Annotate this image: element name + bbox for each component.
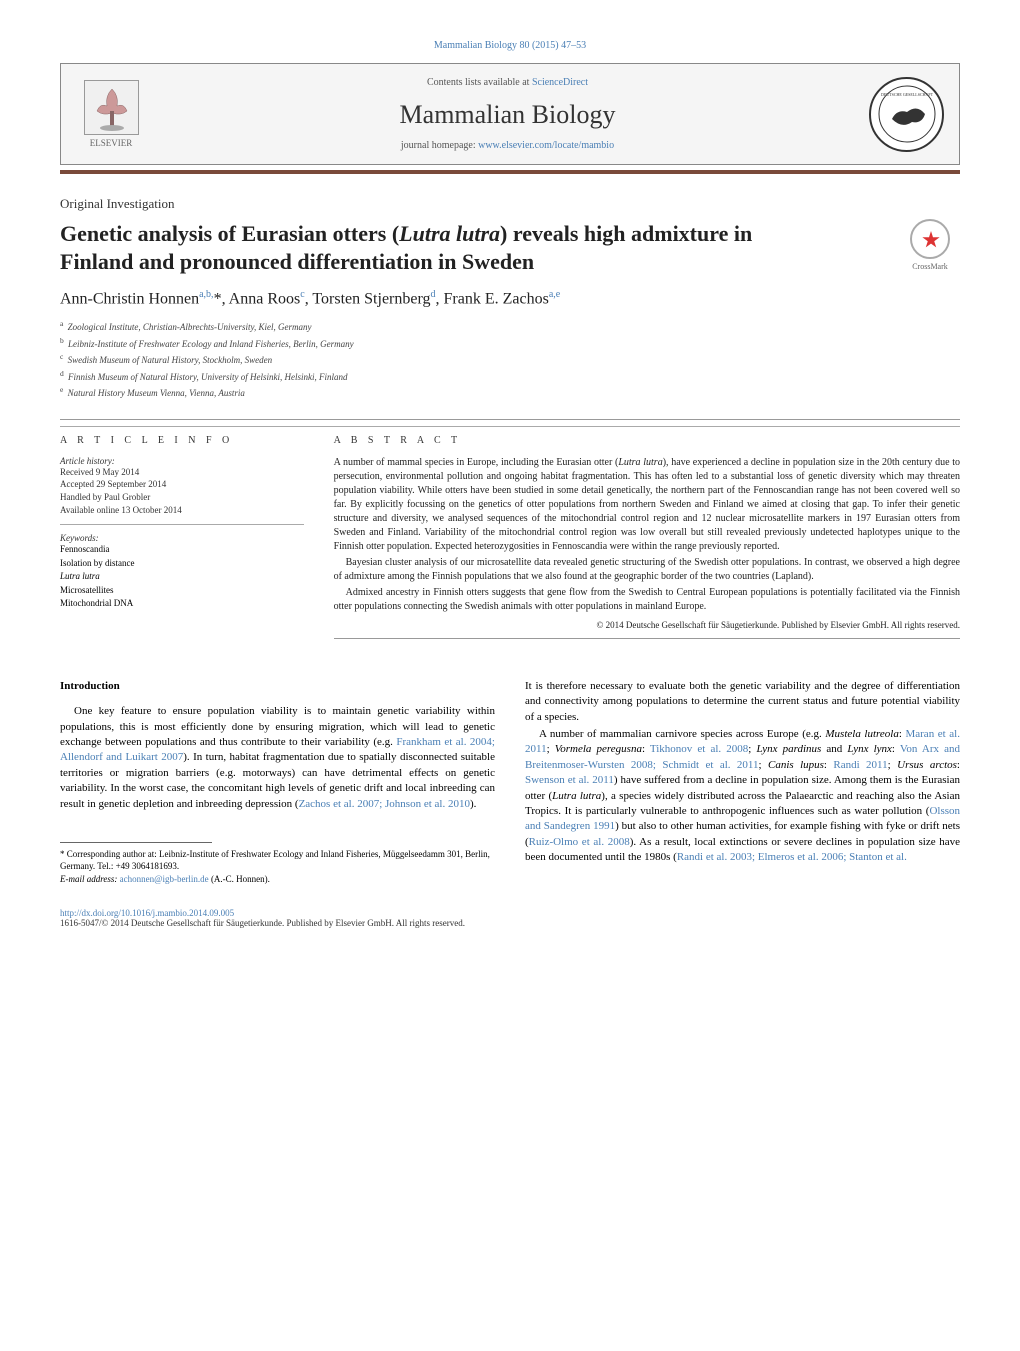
history-line: Available online 13 October 2014 (60, 504, 304, 517)
intro-paragraph-2: It is therefore necessary to evaluate bo… (525, 679, 960, 725)
ref-ruizolmo-link[interactable]: Ruiz-Olmo et al. 2008 (529, 836, 630, 848)
intro-text: ). (470, 798, 476, 810)
abstract-text: A number of mammal species in Europe, in… (334, 456, 960, 614)
affiliation-line: a Zoological Institute, Christian-Albrec… (60, 318, 960, 335)
history-label: Article history: (60, 456, 304, 466)
journal-header-box: ELSEVIER Contents lists available at Sci… (60, 63, 960, 165)
contents-text: Contents lists available at (427, 77, 532, 88)
ref-tikhonov-link[interactable]: Tikhonov et al. 2008 (650, 743, 748, 755)
elsevier-tree-icon (84, 80, 139, 135)
svg-text:DEUTSCHE GESELLSCHAFT: DEUTSCHE GESELLSCHAFT (880, 92, 933, 97)
species-name: Canis lupus (768, 759, 824, 771)
history-line: Received 9 May 2014 (60, 466, 304, 479)
info-top-divider (60, 419, 960, 420)
article-info-column: a r t i c l e i n f o Article history: R… (60, 435, 304, 639)
abstract-copyright: © 2014 Deutsche Gesellschaft für Säugeti… (334, 620, 960, 630)
affiliation-line: e Natural History Museum Vienna, Vienna,… (60, 384, 960, 401)
keyword-line: Microsatellites (60, 584, 304, 598)
sciencedirect-link[interactable]: ScienceDirect (532, 77, 588, 88)
affiliation-line: d Finnish Museum of Natural History, Uni… (60, 368, 960, 385)
species-name: Lynx pardinus (756, 743, 821, 755)
crossmark-badge[interactable]: CrossMark (900, 219, 960, 279)
footer-copyright: 1616-5047/© 2014 Deutsche Gesellschaft f… (60, 918, 465, 928)
page-footer: http://dx.doi.org/10.1016/j.mambio.2014.… (60, 908, 960, 928)
history-line: Handled by Paul Grobler (60, 491, 304, 504)
corresponding-text: * Corresponding author at: Leibniz-Insti… (60, 849, 495, 872)
keyword-line: Fennoscandia (60, 543, 304, 557)
affiliation-line: c Swedish Museum of Natural History, Sto… (60, 351, 960, 368)
footnote-separator (60, 842, 212, 843)
keywords-block: Keywords: FennoscandiaIsolation by dista… (60, 533, 304, 619)
body-column-right: It is therefore necessary to evaluate bo… (525, 679, 960, 888)
introduction-heading: Introduction (60, 679, 495, 694)
email-person: (A.-C. Honnen). (211, 874, 270, 884)
abstract-column: a b s t r a c t A number of mammal speci… (334, 435, 960, 639)
elsevier-logo: ELSEVIER (76, 74, 146, 154)
abstract-paragraph: A number of mammal species in Europe, in… (334, 456, 960, 554)
abstract-paragraph: Bayesian cluster analysis of our microsa… (334, 556, 960, 584)
ref-zachos-link[interactable]: Zachos et al. 2007; Johnson et al. 2010 (299, 798, 470, 810)
contents-line: Contents lists available at ScienceDirec… (146, 77, 869, 88)
article-info-heading: a r t i c l e i n f o (60, 435, 304, 446)
homepage-label: journal homepage: (401, 140, 478, 151)
species-name: Lutra lutra (552, 790, 601, 802)
crossmark-icon (910, 219, 950, 259)
journal-reference: Mammalian Biology 80 (2015) 47–53 (60, 40, 960, 51)
doi-link[interactable]: http://dx.doi.org/10.1016/j.mambio.2014.… (60, 908, 234, 918)
affiliation-line: b Leibniz-Institute of Freshwater Ecolog… (60, 335, 960, 352)
elsevier-label: ELSEVIER (90, 138, 133, 148)
body-column-left: Introduction One key feature to ensure p… (60, 679, 495, 888)
corresponding-author-footnote: * Corresponding author at: Leibniz-Insti… (60, 849, 495, 886)
email-line: E-mail address: achonnen@igb-berlin.de (… (60, 874, 495, 886)
keyword-line: Mitochondrial DNA (60, 597, 304, 611)
keywords-label: Keywords: (60, 533, 304, 543)
email-link[interactable]: achonnen@igb-berlin.de (120, 874, 209, 884)
ref-randi2003-link[interactable]: Randi et al. 2003; Elmeros et al. 2006; … (677, 851, 907, 863)
abstract-paragraph: Admixed ancestry in Finnish otters sugge… (334, 586, 960, 614)
article-title: Genetic analysis of Eurasian otters (Lut… (60, 220, 825, 275)
history-block: Article history: Received 9 May 2014Acce… (60, 456, 304, 525)
species-name: Mustela lutreola (825, 728, 898, 740)
species-name: Lynx lynx (847, 743, 891, 755)
society-logo: DEUTSCHE GESELLSCHAFT (869, 77, 944, 152)
keyword-line: Lutra lutra (60, 570, 304, 584)
homepage-link[interactable]: www.elsevier.com/locate/mambio (478, 140, 614, 151)
abstract-heading: a b s t r a c t (334, 435, 960, 446)
species-name: Vormela peregusna (555, 743, 642, 755)
abstract-bottom-divider (334, 638, 960, 639)
history-line: Accepted 29 September 2014 (60, 478, 304, 491)
keyword-line: Isolation by distance (60, 557, 304, 571)
intro-paragraph-1: One key feature to ensure population via… (60, 704, 495, 812)
authors-line: Ann-Christin Honnena,b,*, Anna Roosc, To… (60, 289, 960, 308)
ref-randi-link[interactable]: Randi 2011 (833, 759, 887, 771)
article-type: Original Investigation (60, 196, 960, 212)
species-name: Ursus arctos (897, 759, 957, 771)
affiliations: a Zoological Institute, Christian-Albrec… (60, 318, 960, 401)
crossmark-label: CrossMark (900, 262, 960, 271)
intro-text: A number of mammalian carnivore species … (539, 728, 825, 740)
ref-swenson-link[interactable]: Swenson et al. 2011 (525, 774, 614, 786)
email-label: E-mail address: (60, 874, 117, 884)
intro-paragraph-3: A number of mammalian carnivore species … (525, 727, 960, 866)
journal-homepage: journal homepage: www.elsevier.com/locat… (146, 140, 869, 151)
journal-title: Mammalian Biology (146, 100, 869, 130)
header-divider (60, 170, 960, 174)
